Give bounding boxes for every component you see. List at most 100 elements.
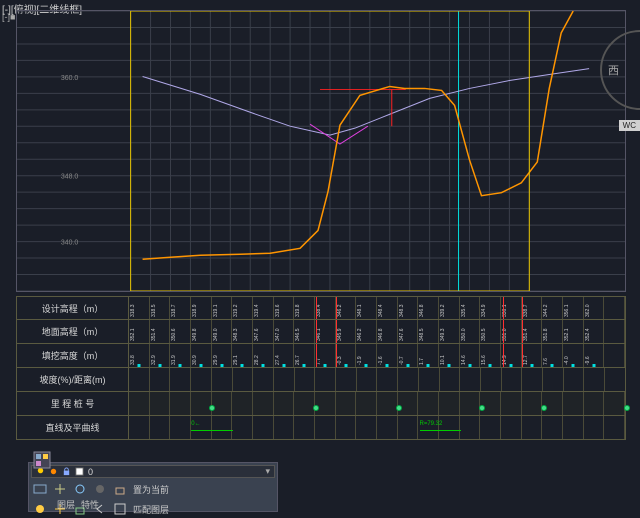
- layer-states-button[interactable]: [31, 480, 49, 498]
- layer-walk-button[interactable]: [111, 500, 129, 518]
- cell: [377, 392, 398, 415]
- cell: [274, 392, 295, 415]
- cell: [253, 416, 274, 439]
- cell: [150, 392, 171, 415]
- cell: 27.4: [274, 344, 295, 367]
- cell: [604, 392, 625, 415]
- row-slope_dist: 坡度(%)/距离(m): [16, 368, 626, 392]
- cell: [419, 368, 440, 391]
- cell: 350.5: [480, 320, 501, 343]
- cell: 349.0: [212, 320, 233, 343]
- color-swatch-icon: [75, 467, 84, 476]
- layer-group-label: 图层: [57, 498, 75, 511]
- cell: 344.2: [542, 297, 563, 319]
- chevron-down-icon[interactable]: ▾: [265, 466, 270, 477]
- cell: [191, 392, 212, 415]
- compass-west-label: 西: [608, 62, 619, 78]
- cell: 319.6: [274, 297, 295, 319]
- layer-properties-icon[interactable]: [32, 450, 52, 470]
- cell: [440, 368, 461, 391]
- svg-text:340.0: 340.0: [61, 240, 79, 247]
- cell: 31.9: [170, 344, 191, 367]
- cell: [336, 368, 357, 391]
- mileage-marker: [624, 405, 630, 411]
- cell: [522, 368, 543, 391]
- cell: [584, 416, 605, 439]
- cell: 318.7: [170, 297, 191, 319]
- cell: 346.2: [356, 320, 377, 343]
- cell: 349.3: [439, 320, 460, 343]
- match-layer-label[interactable]: 匹配图层: [133, 503, 169, 516]
- cell: [584, 392, 605, 415]
- cell: 7.6: [542, 344, 563, 367]
- cell: [129, 392, 150, 415]
- cell: [604, 297, 625, 319]
- row-label-ground_elev: 地面高程（m）: [17, 320, 129, 343]
- cell: 12.7: [522, 344, 543, 367]
- view-cube[interactable]: 西: [600, 30, 640, 110]
- cell: 350.6: [170, 320, 191, 343]
- layer-on-button[interactable]: [31, 500, 49, 518]
- cell: 318.3: [129, 297, 150, 319]
- cell: [129, 368, 150, 391]
- panel-toggle[interactable]: [-]■: [2, 12, 15, 22]
- cell: [543, 368, 564, 391]
- row-label-cutfill: 填挖高度（m）: [17, 344, 129, 367]
- set-current-label[interactable]: 置为当前: [133, 483, 169, 496]
- cell: 356.1: [563, 297, 584, 319]
- cell: [604, 344, 625, 367]
- cell: [315, 392, 336, 415]
- mileage-marker: [209, 405, 215, 411]
- cell: 319.1: [212, 297, 233, 319]
- cell: 347.6: [253, 320, 274, 343]
- layer-toolbar: 0 ▾ 置为当前 匹配图层 图层 特性: [28, 462, 278, 512]
- cell: [150, 368, 171, 391]
- cell: [480, 416, 501, 439]
- cell: 348.5: [418, 320, 439, 343]
- cell: [398, 368, 419, 391]
- cell: 29.9: [212, 344, 233, 367]
- cell: [295, 368, 316, 391]
- cell: 362.0: [584, 297, 605, 319]
- cell: [274, 368, 295, 391]
- layer-combo[interactable]: 0 ▾: [31, 465, 275, 478]
- cell: [170, 416, 191, 439]
- cell: 345.9: [336, 320, 357, 343]
- row-label-align_curve: 直线及平曲线: [17, 416, 129, 439]
- profile-data-tables: 设计高程（m）318.3318.5318.7318.9319.1319.2319…: [16, 296, 626, 440]
- cell: 338.7: [522, 297, 543, 319]
- cell: [315, 368, 336, 391]
- cell: [481, 368, 502, 391]
- cell: 32.9: [150, 344, 171, 367]
- cell: [253, 392, 274, 415]
- cell: -1.6: [377, 344, 398, 367]
- layer-freeze-button[interactable]: [71, 480, 89, 498]
- mileage-marker: [313, 405, 319, 411]
- cell: [522, 416, 543, 439]
- cell: 351.4: [522, 320, 543, 343]
- cell: [398, 416, 419, 439]
- cell: -4.0: [563, 344, 584, 367]
- layer-iso-button[interactable]: [51, 480, 69, 498]
- cell: -1.9: [356, 344, 377, 367]
- cell: 318.9: [191, 297, 212, 319]
- svg-text:360.0: 360.0: [61, 75, 79, 82]
- cell: 335.4: [460, 297, 481, 319]
- cell: [336, 392, 357, 415]
- cell: [212, 392, 233, 415]
- layer-lock-button[interactable]: [111, 480, 129, 498]
- layer-off-button[interactable]: [91, 480, 109, 498]
- cell: [563, 416, 584, 439]
- cell: [501, 416, 522, 439]
- cell: 319.8: [294, 297, 315, 319]
- cell: [191, 416, 212, 439]
- cell: 33.8: [129, 344, 150, 367]
- cell: [233, 368, 254, 391]
- cell: [564, 368, 585, 391]
- cell: [377, 368, 398, 391]
- props-group-label: 特性: [81, 498, 99, 511]
- cell: [212, 416, 233, 439]
- row-mileage: 里 程 桩 号: [16, 392, 626, 416]
- mileage-marker: [396, 405, 402, 411]
- cell: [542, 416, 563, 439]
